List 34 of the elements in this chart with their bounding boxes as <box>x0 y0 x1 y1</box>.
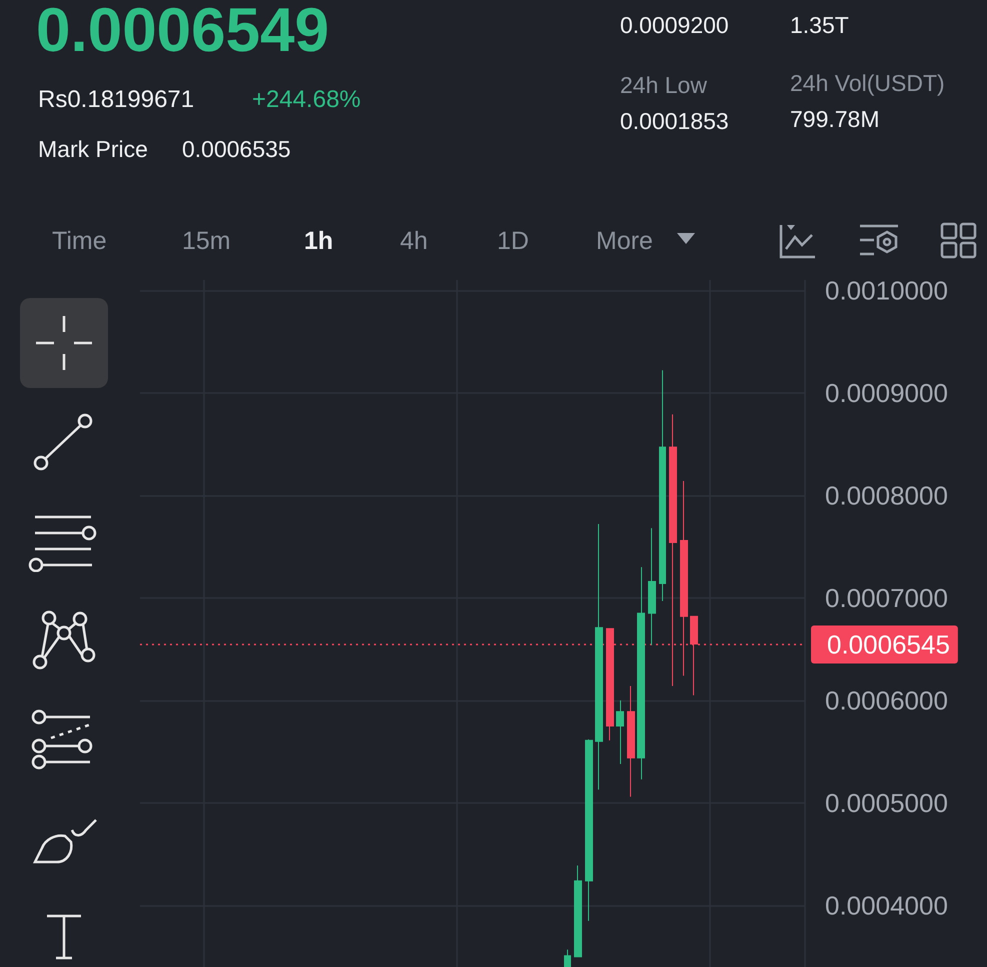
text: 15m <box>182 227 231 255</box>
text: More <box>596 227 653 255</box>
y-tick-label: 0.0004000 <box>825 890 948 920</box>
y-tick-label: 0.0009000 <box>825 378 948 408</box>
text: 0.0006549 <box>36 0 330 65</box>
candlestick <box>564 949 571 967</box>
text: 24h Low <box>620 72 707 98</box>
candlestick <box>616 700 624 764</box>
candlestick <box>637 566 645 780</box>
candlestick <box>595 524 603 790</box>
candlestick <box>627 686 635 798</box>
text: 0.0001853 <box>620 108 729 134</box>
y-tick-label: 0.0006000 <box>825 685 948 716</box>
y-tick-label: 0.0007000 <box>825 582 948 613</box>
text: 1.35T <box>790 12 849 38</box>
text: Time <box>52 227 107 255</box>
text: Rs0.18199671 <box>38 86 194 113</box>
text: 4h <box>400 227 428 255</box>
y-tick-label: 0.0005000 <box>825 788 948 818</box>
text: 24h Vol(USDT) <box>790 70 945 96</box>
text: 0.0009200 <box>620 12 729 38</box>
y-tick-label: 0.0010000 <box>825 275 948 306</box>
text: 799.78M <box>790 106 880 132</box>
y-tick-label: 0.0008000 <box>825 480 948 510</box>
text: 1D <box>497 227 529 255</box>
candlestick <box>585 738 593 922</box>
candlestick <box>574 864 582 958</box>
candlestick <box>659 370 666 602</box>
text: Mark Price <box>38 136 148 162</box>
text: 1h <box>304 227 334 255</box>
candlestick <box>648 528 656 646</box>
ref-line-label: 0.0006545 <box>827 630 950 660</box>
text: 0.0006535 <box>182 136 291 162</box>
text: +244.68% <box>252 86 361 113</box>
